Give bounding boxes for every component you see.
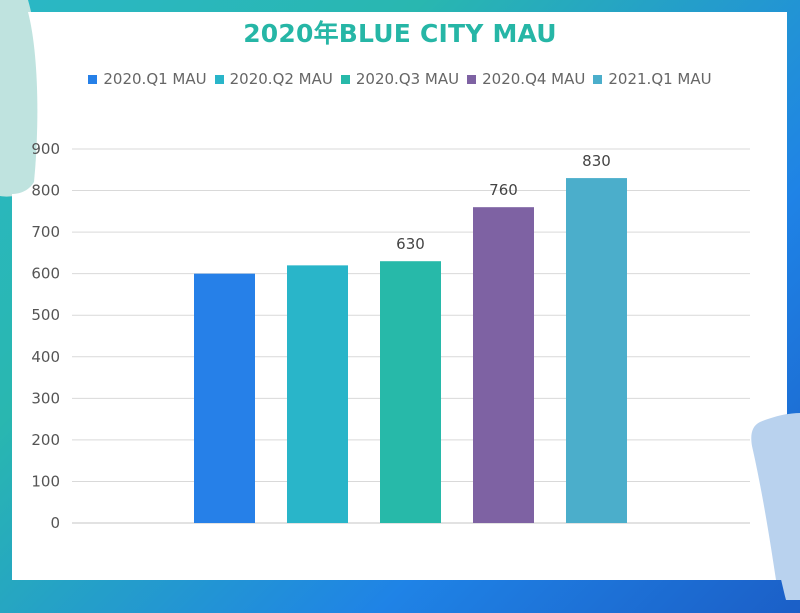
- legend-swatch: [467, 74, 477, 84]
- legend-label: 2020.Q4 MAU: [482, 70, 586, 88]
- y-tick-label: 200: [31, 431, 60, 449]
- legend-item: 2020.Q2 MAU: [214, 70, 333, 88]
- y-tick-label: 0: [50, 514, 60, 532]
- bar: [566, 178, 627, 524]
- legend-item: 2020.Q4 MAU: [467, 70, 585, 88]
- y-tick-label: 100: [31, 472, 60, 490]
- legend-label: 2020.Q1 MAU: [103, 70, 207, 88]
- bar: [287, 265, 348, 523]
- left-decoration-overlay: [12, 12, 38, 194]
- y-tick-label: 300: [31, 389, 60, 407]
- legend-item: 2021.Q1 MAU: [593, 70, 712, 88]
- legend-item: 2020.Q3 MAU: [340, 70, 460, 88]
- right-decoration-overlay: [751, 414, 787, 580]
- legend-swatch: [214, 74, 224, 84]
- chart-title: 2020年BLUE CITY MAU: [243, 19, 557, 48]
- data-label: 760: [489, 181, 518, 199]
- bar: [473, 207, 534, 523]
- y-tick-label: 500: [31, 306, 60, 324]
- y-tick-label: 600: [31, 265, 60, 283]
- chart-legend: 2020.Q1 MAU 2020.Q2 MAU 2020.Q3 MAU 2020.Q4…: [0, 70, 800, 88]
- bar: [194, 273, 255, 523]
- legend-label: 2020.Q2 MAU: [229, 70, 333, 88]
- data-label: 830: [582, 152, 611, 170]
- legend-label: 2021.Q1 MAU: [608, 70, 712, 88]
- legend-swatch: [88, 74, 98, 84]
- legend-item: 2020.Q1 MAU: [88, 70, 207, 88]
- legend-swatch: [593, 74, 603, 84]
- y-tick-label: 700: [31, 223, 60, 241]
- y-tick-label: 900: [31, 140, 60, 158]
- legend-swatch: [340, 74, 350, 84]
- y-tick-label: 400: [31, 348, 60, 366]
- bar: [380, 261, 441, 523]
- legend-label: 2020.Q3 MAU: [355, 70, 460, 88]
- y-tick-label: 800: [31, 182, 60, 200]
- data-label: 630: [396, 235, 425, 253]
